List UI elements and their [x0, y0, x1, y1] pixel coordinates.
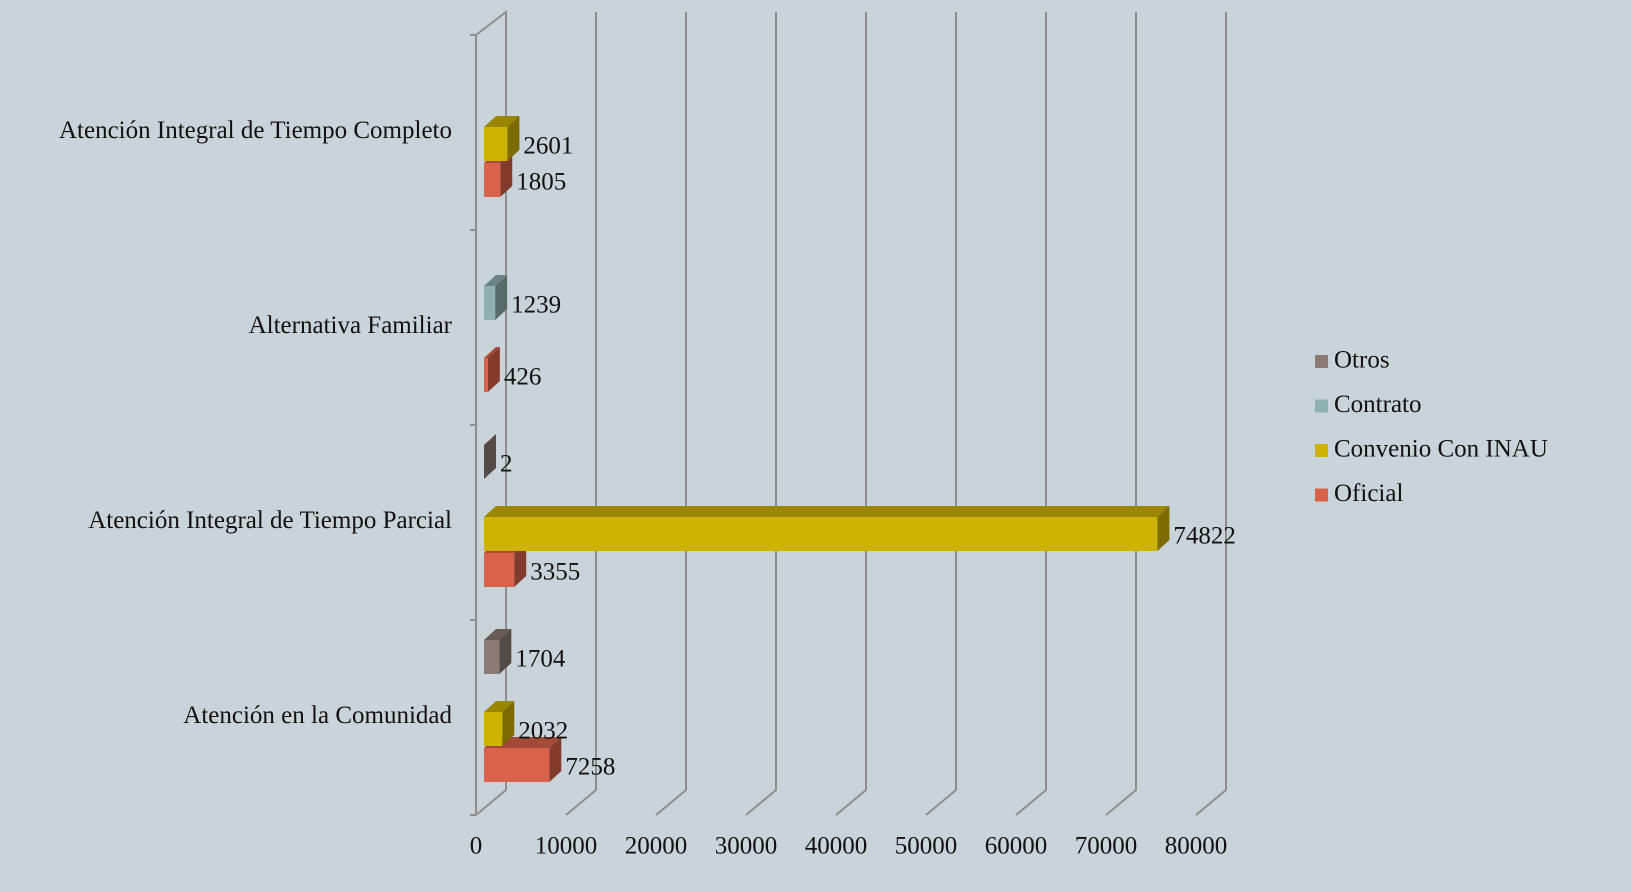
- bar-front: [484, 517, 1158, 551]
- legend-swatch: [1315, 399, 1328, 413]
- y-tick-label: Atención Integral de Tiempo Parcial: [88, 507, 452, 534]
- bar-front: [484, 127, 508, 161]
- bar-top: [484, 701, 515, 712]
- bar-top: [484, 434, 497, 445]
- grid-line: [1015, 12, 1047, 816]
- bar: [484, 506, 1170, 551]
- bar-front: [484, 748, 550, 782]
- bar-top: [484, 275, 508, 286]
- bar-side: [495, 275, 508, 320]
- bar: [484, 275, 508, 320]
- bar-side: [502, 701, 515, 746]
- bar-top: [484, 629, 512, 640]
- legend-label: Otros: [1334, 347, 1390, 374]
- bar-side: [514, 542, 527, 587]
- y-tick-label: Atención en la Comunidad: [183, 702, 452, 729]
- x-tick-label: 10000: [535, 833, 598, 860]
- bar-front: [484, 553, 515, 587]
- grid-line: [835, 12, 867, 816]
- grid-line: [925, 12, 957, 816]
- legend-label: Contrato: [1334, 391, 1422, 418]
- bar-front: [484, 640, 500, 674]
- legend-swatch: [1315, 444, 1328, 457]
- bar-side: [500, 152, 513, 197]
- grid-line: [475, 12, 507, 816]
- bar: [484, 737, 562, 782]
- data-label: 426: [504, 364, 541, 391]
- data-label: 1704: [515, 646, 566, 673]
- grid-line: [1195, 12, 1227, 816]
- bar-front: [484, 286, 496, 320]
- data-label: 74822: [1173, 523, 1236, 550]
- x-tick-label: 40000: [805, 833, 868, 860]
- data-label: 1239: [511, 292, 561, 319]
- bar-side: [484, 434, 497, 479]
- x-tick-label: 60000: [985, 833, 1048, 860]
- data-label: 3355: [530, 559, 580, 586]
- bar-front: [484, 358, 488, 392]
- bar: [484, 701, 515, 746]
- y-tick-label: Alternativa Familiar: [249, 312, 453, 339]
- data-label: 2032: [518, 718, 568, 745]
- bar-front: [484, 163, 501, 197]
- bar-side: [1157, 506, 1170, 551]
- bar-side: [549, 737, 562, 782]
- data-label: 1805: [516, 169, 566, 196]
- legend-swatch: [1315, 355, 1328, 368]
- data-label: 2601: [523, 133, 573, 160]
- bar-front: [484, 712, 503, 746]
- bar: [484, 116, 520, 161]
- x-tick-label: 0: [470, 833, 483, 860]
- legend-swatch: [1315, 488, 1328, 502]
- x-tick-label: 20000: [625, 833, 688, 860]
- grid-line: [745, 12, 777, 816]
- grid-line: [1105, 12, 1137, 816]
- grid-line: [565, 12, 597, 816]
- bar-top: [484, 347, 500, 358]
- y-tick-label: Atención Integral de Tiempo Completo: [59, 117, 452, 144]
- bar-top: [484, 506, 1170, 517]
- x-tick-label: 30000: [715, 833, 778, 860]
- bar: [484, 434, 497, 479]
- bar-top: [484, 116, 520, 127]
- bar-side: [487, 347, 500, 392]
- data-label: 7258: [565, 754, 615, 781]
- grid-line: [655, 12, 687, 816]
- x-tick-label: 50000: [895, 833, 958, 860]
- bar-side: [499, 629, 512, 674]
- bar: [484, 347, 500, 392]
- bar: [484, 629, 512, 674]
- x-tick-label: 70000: [1075, 833, 1138, 860]
- legend-label: Convenio Con INAU: [1334, 436, 1548, 463]
- bar-side: [507, 116, 520, 161]
- legend-label: Oficial: [1334, 480, 1403, 507]
- data-label: 2: [500, 451, 513, 478]
- x-tick-label: 80000: [1165, 833, 1228, 860]
